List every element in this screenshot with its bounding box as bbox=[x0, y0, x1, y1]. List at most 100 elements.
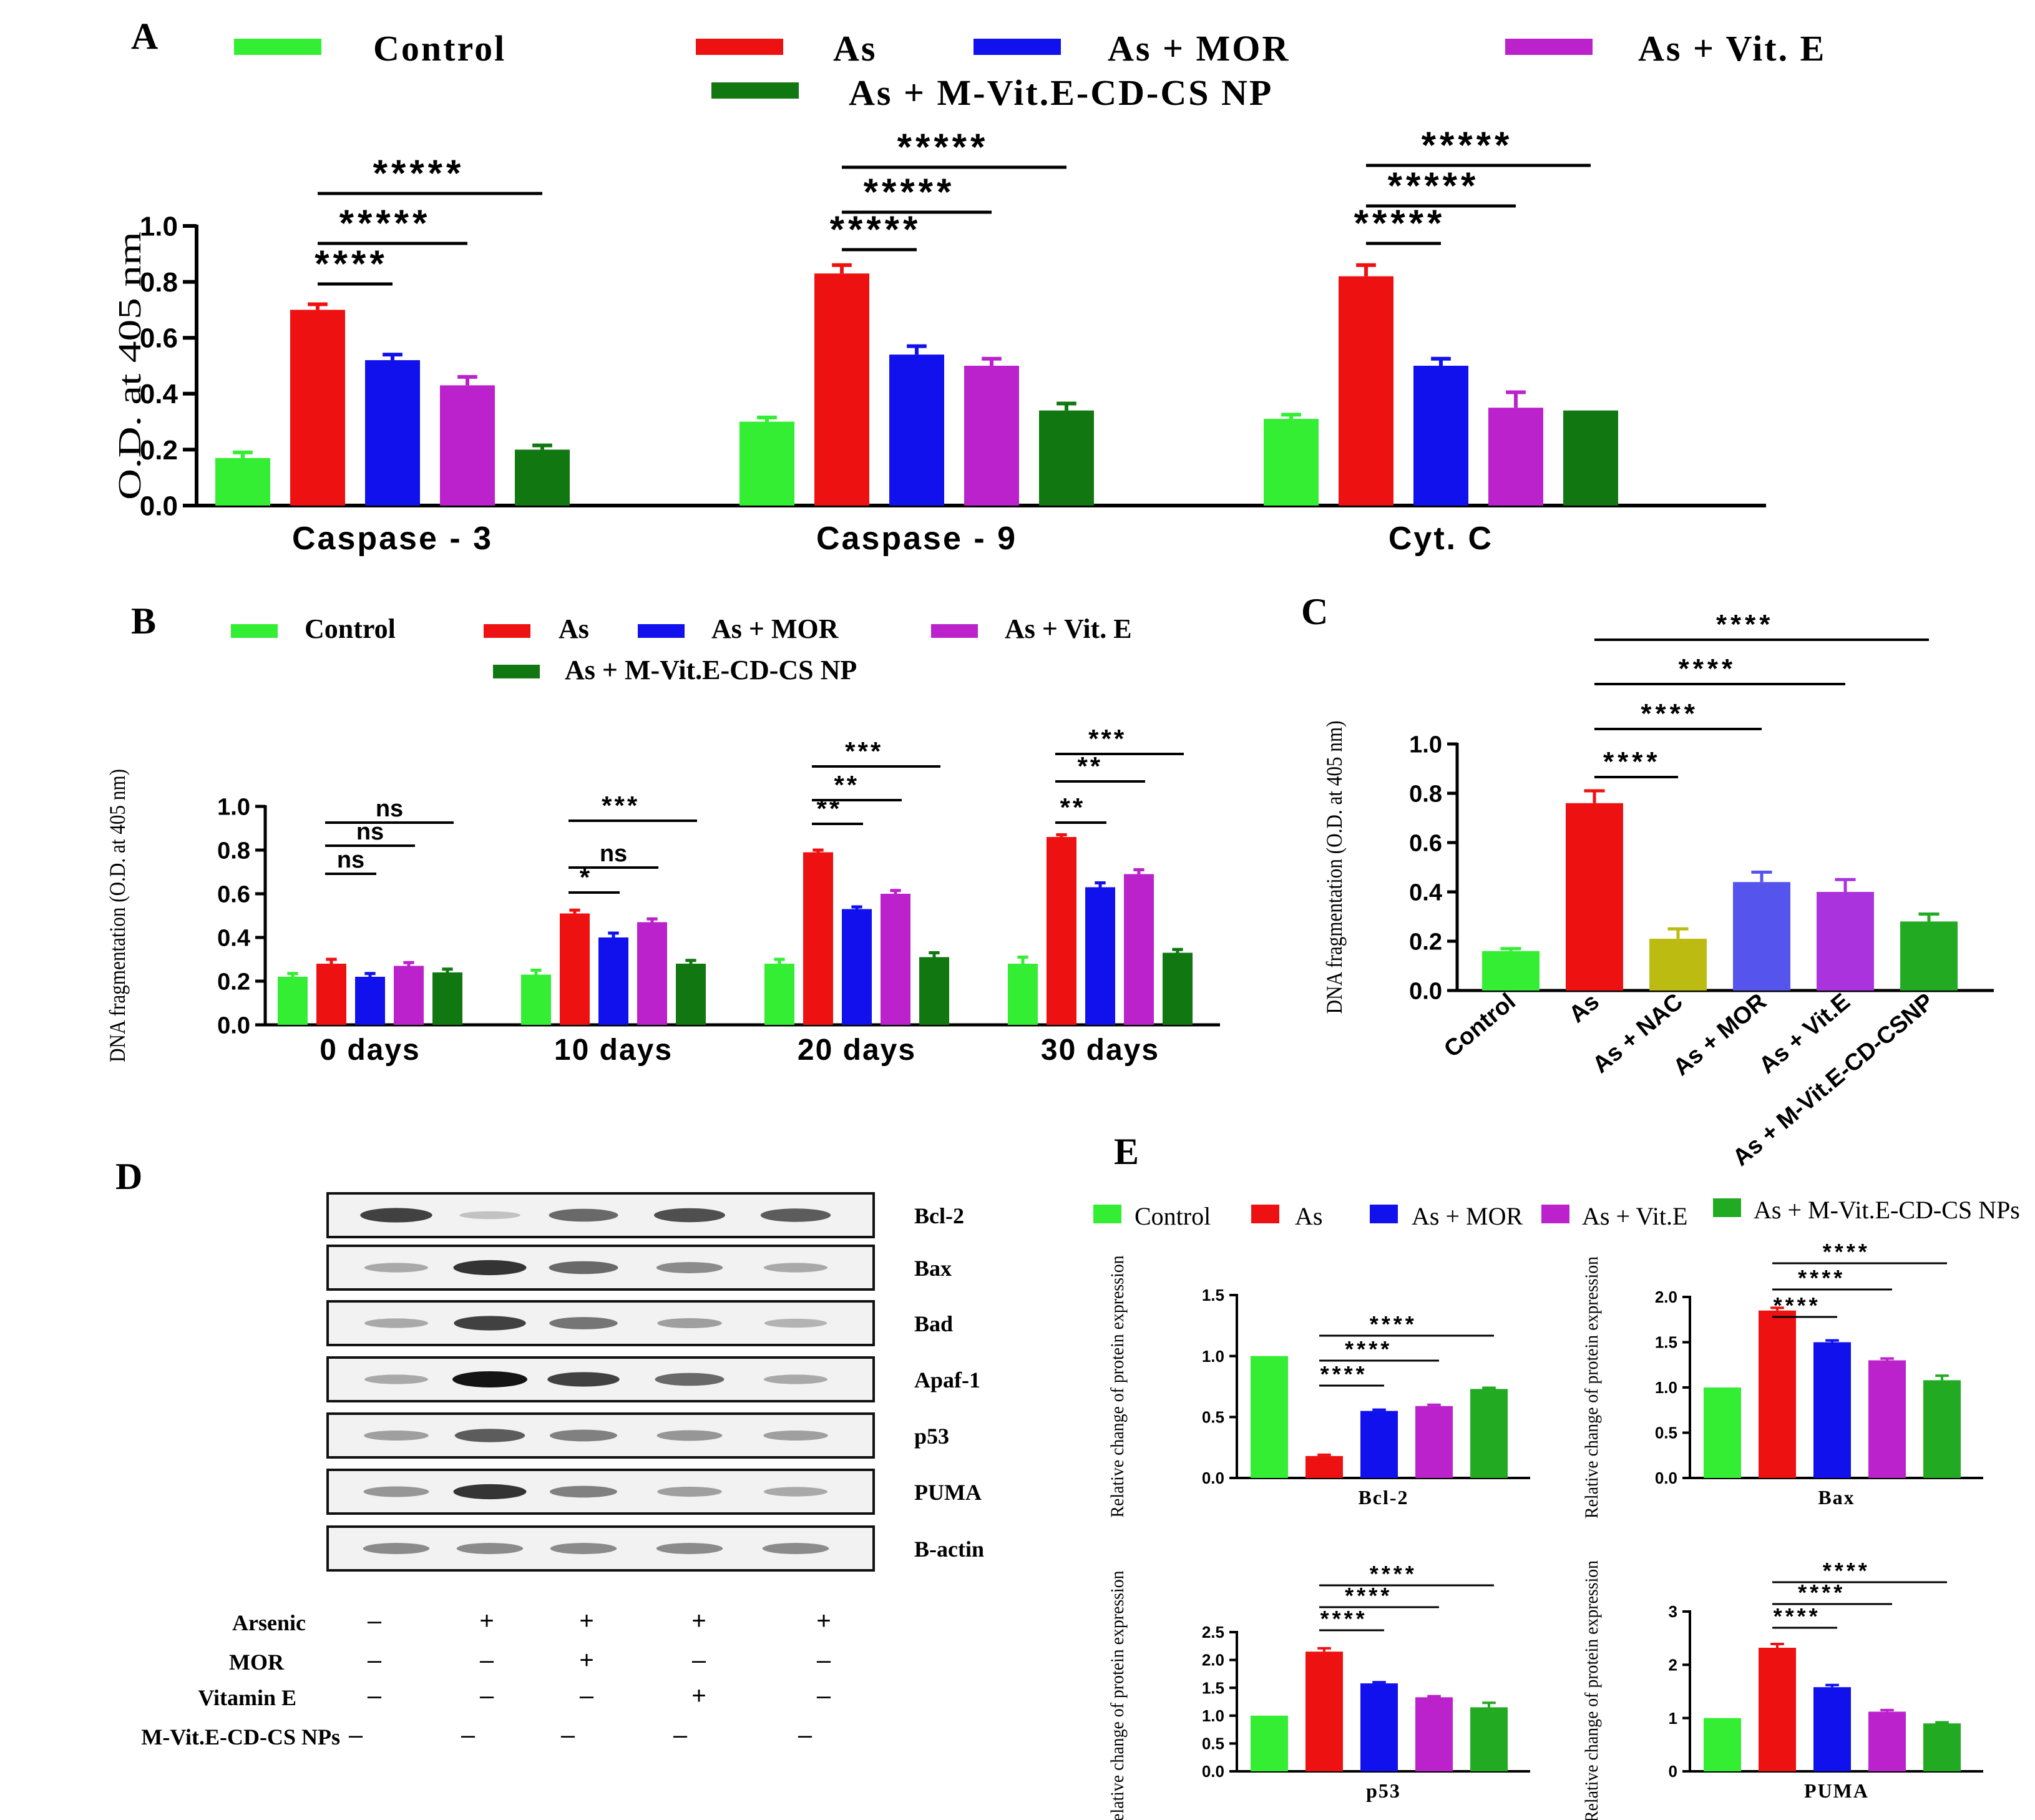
significance-label: ***** bbox=[1422, 124, 1513, 166]
y-tick-label: 0.4 bbox=[217, 925, 250, 951]
significance-label: **** bbox=[1823, 1558, 1870, 1583]
treatment-sign: – bbox=[798, 1721, 813, 1749]
bar bbox=[1008, 964, 1038, 1025]
legend-e-swatch-as-mor bbox=[1370, 1205, 1398, 1223]
blot-protein-label: PUMA bbox=[914, 1480, 982, 1505]
blot-band bbox=[762, 1543, 829, 1554]
blot-band bbox=[456, 1543, 524, 1554]
blot-band bbox=[550, 1543, 617, 1554]
y-tick-label: 1.0 bbox=[217, 794, 250, 820]
treatment-label: Arsenic bbox=[232, 1610, 306, 1635]
bar bbox=[964, 366, 1019, 506]
blot-band bbox=[364, 1374, 428, 1384]
bar bbox=[1813, 1687, 1851, 1771]
blot-band bbox=[657, 1318, 722, 1329]
y-tick-label: 1.5 bbox=[1655, 1333, 1677, 1352]
y-axis-label: Relative change of protein expression bbox=[1107, 1256, 1128, 1518]
y-axis-label: Relative change of protein expression bbox=[1581, 1256, 1602, 1519]
bar bbox=[1085, 887, 1115, 1025]
bar bbox=[1039, 410, 1094, 506]
blot-band bbox=[547, 1372, 620, 1387]
significance-label: **** bbox=[1798, 1265, 1845, 1291]
y-tick-label: 0.6 bbox=[217, 881, 250, 908]
bar bbox=[1649, 939, 1707, 991]
blot-protein-label: Bax bbox=[914, 1256, 952, 1281]
bar bbox=[739, 421, 794, 506]
treatment-sign: – bbox=[580, 1682, 594, 1710]
y-tick-label: 1 bbox=[1669, 1709, 1677, 1728]
x-category-label: Caspase - 3 bbox=[292, 521, 493, 557]
y-tick-label: 1.0 bbox=[140, 211, 178, 242]
bar bbox=[1733, 882, 1790, 991]
treatment-label: MOR bbox=[229, 1650, 285, 1675]
legend-a-swatch-np bbox=[711, 82, 799, 99]
legend-b-label-as: As bbox=[559, 614, 589, 644]
blot-protein-label: p53 bbox=[914, 1424, 949, 1449]
legend-b-label-as-mor: As + MOR bbox=[711, 614, 839, 644]
x-category-label: 10 days bbox=[554, 1034, 673, 1067]
bar bbox=[1923, 1380, 1961, 1478]
y-tick-label: 3 bbox=[1669, 1602, 1677, 1621]
y-tick-label: 0 bbox=[1669, 1762, 1677, 1781]
blot-band bbox=[656, 1543, 723, 1554]
treatment-sign: – bbox=[817, 1646, 831, 1674]
bar bbox=[1817, 892, 1874, 991]
legend-a-swatch-as bbox=[696, 39, 783, 55]
charts: 0.00.20.40.60.81.0O.D. at 405 nmCaspase … bbox=[105, 124, 1994, 1820]
legend-e-label-as: As bbox=[1295, 1202, 1322, 1230]
treatment-sign: – bbox=[461, 1721, 476, 1749]
blot-band bbox=[459, 1211, 520, 1220]
blot-band bbox=[549, 1317, 618, 1329]
legend-b-swatch-as-vite bbox=[931, 624, 978, 638]
blot-band bbox=[656, 1262, 723, 1273]
legend-b: Control As As + MOR As + Vit. E As + M-V… bbox=[231, 614, 1132, 685]
bar bbox=[1900, 921, 1958, 991]
blot-band bbox=[363, 1486, 429, 1497]
significance-label: **** bbox=[1679, 653, 1737, 684]
legend-e-label-as-mor: As + MOR bbox=[1412, 1202, 1523, 1230]
bar bbox=[1305, 1456, 1343, 1478]
blot-band bbox=[550, 1485, 617, 1498]
y-tick-label: 0.0 bbox=[140, 491, 178, 521]
bar bbox=[598, 937, 628, 1025]
treatment-sign: – bbox=[480, 1646, 494, 1674]
legend-e-swatch-control bbox=[1093, 1205, 1121, 1223]
bar bbox=[432, 972, 462, 1025]
bar bbox=[1413, 366, 1468, 506]
treatment-sign: – bbox=[368, 1646, 382, 1674]
bar bbox=[278, 977, 308, 1025]
significance-label: ns bbox=[600, 841, 627, 867]
bar bbox=[1124, 874, 1154, 1025]
bar bbox=[1563, 410, 1618, 506]
significance-label: * bbox=[580, 863, 592, 892]
significance-label: ns bbox=[376, 796, 403, 822]
treatment-sign: + bbox=[579, 1607, 593, 1635]
bar bbox=[803, 852, 833, 1025]
treatment-sign: – bbox=[692, 1646, 706, 1674]
y-tick-label: 0.4 bbox=[1409, 879, 1442, 906]
legend-a-label-as: As bbox=[833, 28, 877, 69]
significance-label: ***** bbox=[864, 171, 955, 213]
legend-b-label-as-vite: As + Vit. E bbox=[1005, 614, 1132, 644]
chart-e-p53: 0.0 0.5 1.0 1.5 2.0 2.5 Relative change of pro… bbox=[1107, 1561, 1530, 1820]
chart-title: Bax bbox=[1818, 1486, 1855, 1509]
legend-a: Control As As + MOR As + Vit. E As + M-V… bbox=[234, 28, 1824, 113]
y-axis-label: Relative change of protein expression bbox=[1107, 1571, 1128, 1820]
bar bbox=[764, 964, 794, 1025]
x-category-label: 0 days bbox=[320, 1034, 420, 1067]
treatment-sign: + bbox=[816, 1607, 831, 1635]
blot-band bbox=[454, 1316, 526, 1331]
treatment-sign: – bbox=[673, 1721, 688, 1749]
significance-label: ***** bbox=[339, 202, 431, 244]
legend-a-swatch-control bbox=[234, 39, 321, 55]
treatment-sign: + bbox=[579, 1646, 593, 1674]
blot-band bbox=[363, 1543, 430, 1554]
legend-a-swatch-as-mor bbox=[974, 39, 1061, 55]
blot-band bbox=[360, 1208, 432, 1223]
bar bbox=[676, 964, 706, 1025]
y-tick-label: 0.6 bbox=[1409, 830, 1442, 856]
y-tick-label: 0.0 bbox=[1202, 1762, 1224, 1781]
bar bbox=[440, 385, 495, 506]
y-tick-label: 0.5 bbox=[1655, 1424, 1677, 1442]
